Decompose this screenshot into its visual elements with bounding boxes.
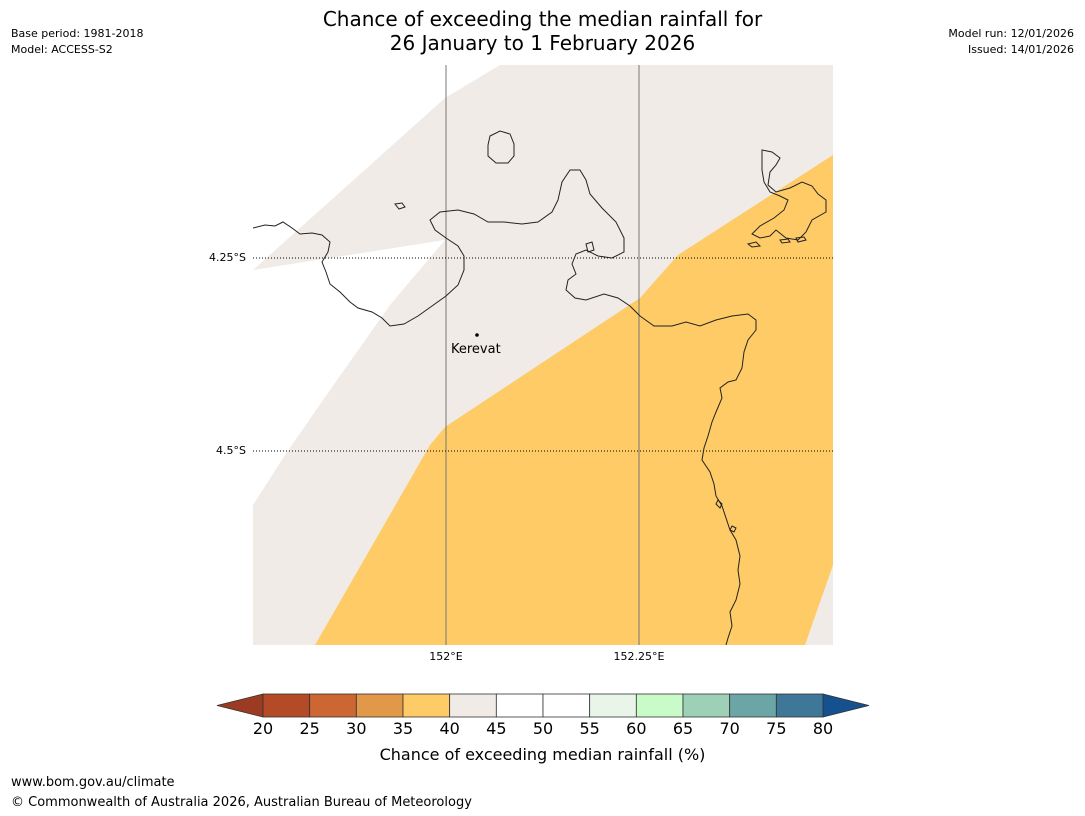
lon-label-152-25: 152.25°E (613, 650, 665, 663)
model-run: Model run: 12/01/2026 (948, 27, 1074, 40)
colorbar-tick-80: 80 (812, 719, 834, 738)
colorbar-swatch-45-50 (495, 693, 544, 718)
region-35-40 (315, 155, 833, 645)
colorbar-swatch-30-35 (355, 693, 404, 718)
colorbar-tick-30: 30 (346, 719, 367, 738)
colorbar-swatch-20-25 (262, 693, 311, 718)
colorbar-tick-60: 60 (626, 719, 647, 738)
footer-url: www.bom.gov.au/climate (11, 775, 175, 790)
meta-left: Base period: 1981-2018 Model: ACCESS-S2 (11, 26, 143, 58)
colorbar-tick-25: 25 (299, 719, 320, 738)
colorbar-swatch-70-75 (729, 693, 777, 718)
map-area (253, 65, 833, 645)
island-mid (585, 241, 595, 253)
colorbar-tick-55: 55 (579, 719, 600, 738)
coast-main (253, 169, 757, 645)
colorbar-swatch-50-55 (542, 693, 591, 718)
colorbar-label: Chance of exceeding median rainfall (%) (379, 745, 706, 764)
colorbar-tick-75: 75 (766, 719, 787, 738)
island-east-1 (746, 241, 762, 248)
lat-label-4-25: 4.25°S (209, 251, 246, 264)
islet-1 (715, 499, 723, 509)
lat-label-4-5: 4.5°S (216, 444, 246, 457)
colorbar-swatch-65-70 (682, 693, 731, 718)
coastline (253, 130, 827, 645)
issued-date: Issued: 14/01/2026 (967, 43, 1074, 56)
island-east-3 (795, 236, 807, 243)
island-north (487, 130, 515, 164)
colorbar-swatch-40-45 (449, 693, 497, 718)
colorbar-tick-50: 50 (532, 719, 554, 738)
page-title: Chance of exceeding the median rainfall … (200, 7, 885, 55)
meta-right: Model run: 12/01/2026 Issued: 14/01/2026 (948, 26, 1074, 58)
colorbar-tick-35: 35 (392, 719, 414, 738)
colorbar (216, 693, 870, 718)
footer-copyright: © Commonwealth of Australia 2026, Austra… (11, 795, 472, 810)
title-line-1: Chance of exceeding the median rainfall … (322, 7, 763, 31)
colorbar-tick-70: 70 (719, 719, 740, 738)
colorbar-tick-45: 45 (486, 719, 507, 738)
lon-label-152: 152°E (429, 650, 463, 663)
place-label-kerevat: Kerevat (451, 342, 501, 357)
colorbar-tick-40: 40 (439, 719, 460, 738)
title-line-2: 26 January to 1 February 2026 (389, 31, 696, 55)
colorbar-over-arrow (822, 693, 870, 718)
colorbar-swatch-55-60 (589, 693, 637, 718)
colorbar-swatch-35-40 (402, 693, 451, 718)
colorbar-swatch-25-30 (309, 693, 357, 718)
colorbar-under-arrow (216, 693, 264, 718)
island-small (394, 202, 406, 210)
coast-east-islands (751, 149, 827, 241)
colorbar-swatch-75-80 (775, 693, 824, 718)
islet-2 (729, 525, 737, 533)
kerevat-marker (475, 333, 479, 337)
colorbar-tick-65: 65 (672, 719, 694, 738)
model-name: Model: ACCESS-S2 (11, 43, 113, 56)
base-period: Base period: 1981-2018 (11, 27, 144, 40)
island-east-2 (779, 238, 791, 244)
colorbar-tick-20: 20 (252, 719, 274, 738)
colorbar-swatch-60-65 (635, 693, 684, 718)
